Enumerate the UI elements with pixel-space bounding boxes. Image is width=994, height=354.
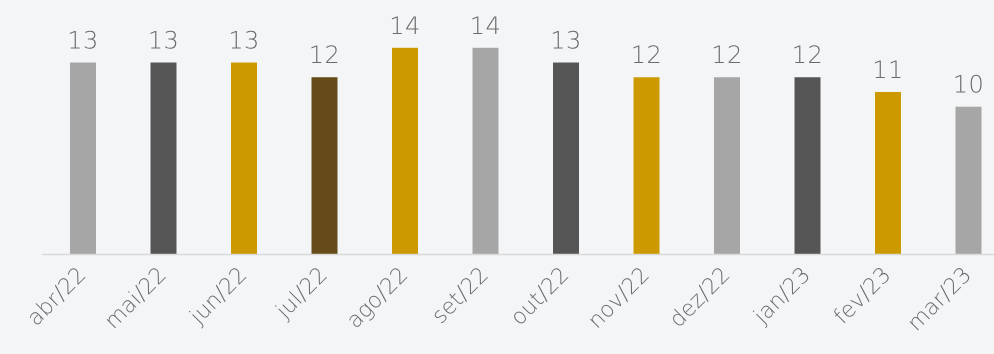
value-label-set-22: 14 xyxy=(470,12,502,40)
value-label-fev-23: 11 xyxy=(872,56,904,84)
bar-jul-22 xyxy=(311,77,338,254)
x-tick-label-set-22: set/22 xyxy=(427,263,493,329)
bar-abr-22 xyxy=(70,62,96,254)
value-label-jan-23: 12 xyxy=(792,41,824,69)
value-label-dez-22: 12 xyxy=(711,41,743,69)
x-tick-labels-group: abr/22 mai/22 jun/22 jul/22 ago/22 set/22 out/… xyxy=(23,263,977,337)
value-label-out-22: 13 xyxy=(550,27,582,55)
x-tick-label-ago-22: ago/22 xyxy=(342,263,413,334)
x-tick-label-out-22: out/22 xyxy=(506,263,574,331)
value-label-mar-23: 10 xyxy=(953,71,985,99)
x-tick-label-jul-22: jul/22 xyxy=(271,263,333,325)
bar-nov-22 xyxy=(633,77,660,254)
bar-out-22 xyxy=(553,62,579,254)
bar-mai-22 xyxy=(150,62,177,254)
x-tick-label-jan-23: jan/23 xyxy=(749,263,816,330)
x-tick-label-fev-23: fev/23 xyxy=(829,263,896,330)
x-tick-label-dez-22: dez/22 xyxy=(665,263,735,333)
bar-jan-23 xyxy=(794,77,821,254)
x-tick-label-nov-22: nov/22 xyxy=(583,263,654,334)
bar-dez-22 xyxy=(714,77,740,254)
x-tick-label-mai-22: mai/22 xyxy=(100,263,172,335)
bar-fev-23 xyxy=(875,91,901,254)
x-tick-label-jun-22: jun/22 xyxy=(185,263,252,330)
value-label-mai-22: 13 xyxy=(148,27,180,55)
value-label-jun-22: 13 xyxy=(228,27,260,55)
value-label-abr-22: 13 xyxy=(67,27,99,55)
bar-jun-22 xyxy=(231,62,257,254)
value-label-nov-22: 12 xyxy=(631,41,663,69)
bar-mar-23 xyxy=(955,106,982,255)
value-labels-group: 13 13 13 12 14 14 13 12 12 12 11 10 xyxy=(67,12,984,99)
bar-ago-22 xyxy=(392,47,418,254)
bar-set-22 xyxy=(472,47,499,254)
value-label-jul-22: 12 xyxy=(309,41,341,69)
bars-group xyxy=(70,47,982,255)
value-label-ago-22: 14 xyxy=(389,12,421,40)
x-tick-label-mar-23: mar/23 xyxy=(903,263,977,337)
x-tick-label-abr-22: abr/22 xyxy=(23,263,92,332)
